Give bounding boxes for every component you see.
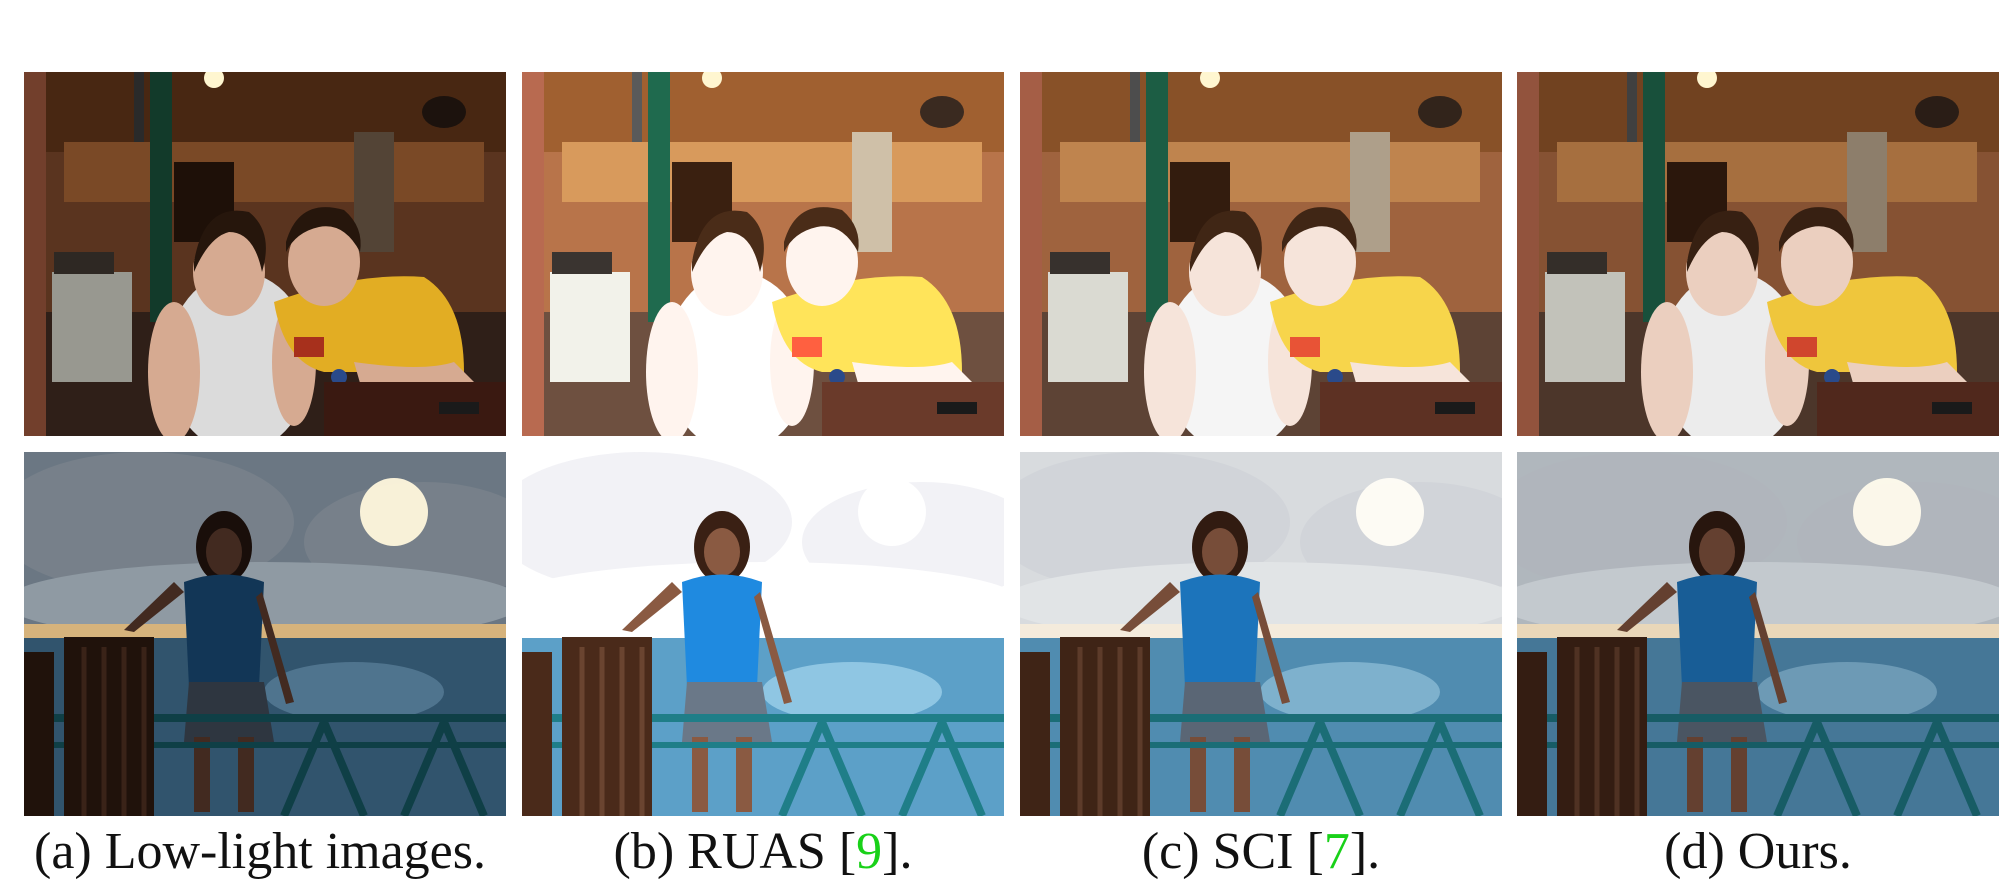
caption-a-text: (a) Low-light images. [34,823,486,880]
caption-d: (d) Ours. [1517,822,1999,882]
photo-panel-d-bottom [1517,452,1999,816]
couple-photo-image [1517,72,1999,436]
couple-photo-image [24,72,506,436]
seaside-photo-image [522,452,1004,816]
photo-panel-b-bottom [522,452,1004,816]
photo-panel-c-bottom [1020,452,1502,816]
couple-photo-image [1020,72,1502,436]
caption-b-prefix: (b) RUAS [ [613,823,857,880]
caption-c-prefix: (c) SCI [ [1141,823,1324,880]
photo-panel-c-top [1020,72,1502,436]
photo-panel-b-top [522,72,1004,436]
photo-panel-d-top [1517,72,1999,436]
citation-link-9[interactable]: 9 [856,823,883,880]
seaside-photo-image [24,452,506,816]
caption-c: (c) SCI [7]. [1020,822,1502,882]
photo-panel-a-top [24,72,506,436]
caption-c-suffix: ]. [1349,823,1381,880]
caption-d-text: (d) Ours. [1664,823,1852,880]
seaside-photo-image [1020,452,1502,816]
caption-b-suffix: ]. [882,823,913,880]
citation-link-7[interactable]: 7 [1323,823,1350,880]
seaside-photo-image [1517,452,1999,816]
couple-photo-image [522,72,1004,436]
photo-panel-a-bottom [24,452,506,816]
caption-a: (a) Low-light images. [10,822,510,882]
caption-b: (b) RUAS [9]. [522,822,1004,882]
